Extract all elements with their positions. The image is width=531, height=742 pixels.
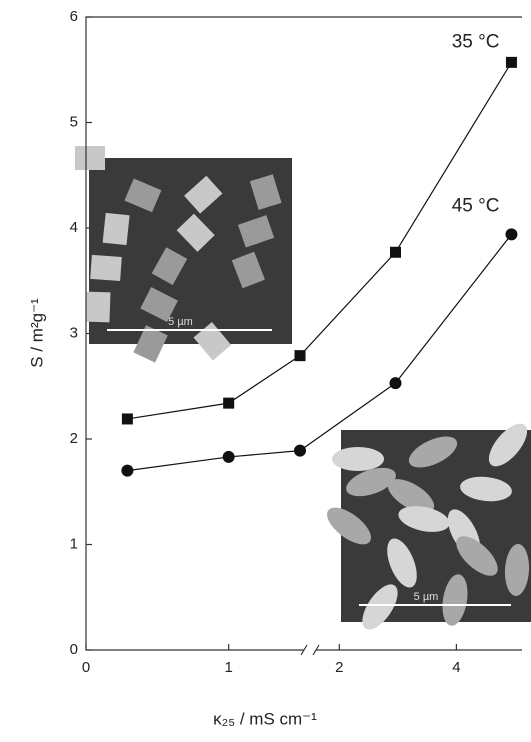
crystal: [103, 213, 130, 245]
background: [0, 0, 531, 742]
y-tick-label: 4: [70, 219, 78, 236]
y-tick-label: 2: [70, 430, 78, 447]
crystal: [75, 146, 105, 170]
scale-label: 5 µm: [168, 316, 193, 328]
x-tick-label: 0: [82, 659, 90, 676]
series-label: 35 °C: [452, 31, 500, 52]
x-tick-label: 4: [452, 659, 460, 676]
marker: [295, 350, 306, 361]
marker: [223, 398, 234, 409]
marker: [121, 465, 133, 477]
y-tick-label: 0: [70, 641, 78, 658]
x-axis-label: κ₂₅ / mS cm⁻¹: [213, 709, 317, 728]
y-axis-label: S / m²g⁻¹: [27, 298, 46, 368]
crystal: [332, 447, 384, 471]
x-tick-label: 1: [225, 659, 233, 676]
y-tick-label: 3: [70, 324, 78, 341]
series-label: 45 °C: [452, 195, 500, 216]
chart: 5 µm 5 µm κ₂₅ / mS cm⁻¹ S / m²g⁻¹ 0 1 2 3 4 5 6…: [0, 0, 531, 742]
marker: [390, 377, 402, 389]
marker: [506, 57, 517, 68]
x-tick-label: 2: [335, 659, 343, 676]
crystal: [90, 255, 122, 281]
y-tick-label: 6: [70, 8, 78, 25]
marker: [223, 451, 235, 463]
scale-label: 5 µm: [414, 591, 439, 603]
marker: [294, 445, 306, 457]
y-tick-label: 1: [70, 535, 78, 552]
crystal: [85, 292, 110, 323]
y-tick-label: 5: [70, 113, 78, 130]
marker: [122, 413, 133, 424]
marker: [390, 247, 401, 258]
marker: [505, 228, 517, 240]
